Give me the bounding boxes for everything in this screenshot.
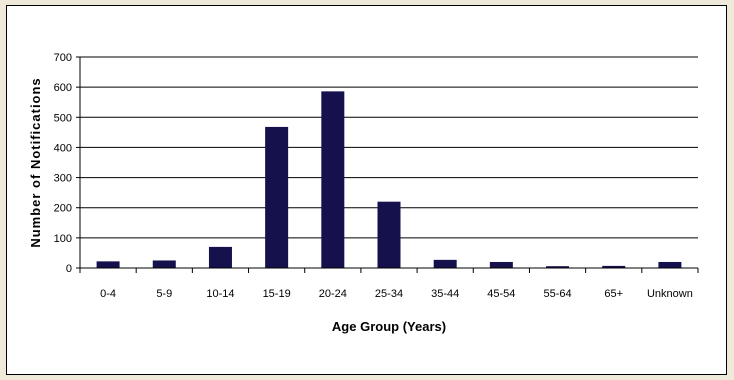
x-tick-label: 35-44 <box>431 288 459 300</box>
y-tick-label: 700 <box>54 52 72 64</box>
x-tick-label: 20-24 <box>319 288 347 300</box>
y-tick-label: 500 <box>54 112 72 124</box>
bar <box>208 246 232 268</box>
x-tick-label: 45-54 <box>487 288 515 300</box>
bar <box>602 265 626 268</box>
bar <box>658 261 682 268</box>
x-tick-label: 15-19 <box>263 288 291 300</box>
x-axis: 0-4 5-9 10-14 15-19 20-24 25-34 35-44 45-54 55-6… <box>79 267 699 300</box>
y-axis: 0 100 200 300 400 500 600 700 <box>54 52 81 275</box>
y-tick-label: 400 <box>54 142 72 154</box>
bar <box>152 260 176 268</box>
bar <box>96 261 120 268</box>
x-tick-label: 65+ <box>604 288 623 300</box>
y-tick-label: 200 <box>54 203 72 215</box>
bar <box>377 201 401 268</box>
y-tick-label: 100 <box>54 233 72 245</box>
x-tick-label: 0-4 <box>100 288 116 300</box>
x-tick-label: Unknown <box>647 288 693 300</box>
bar <box>265 126 289 268</box>
y-axis-title: Number of Notifications <box>28 77 43 247</box>
x-tick-label: 10-14 <box>206 288 234 300</box>
y-tick-label: 600 <box>54 82 72 94</box>
y-tick-label: 300 <box>54 173 72 185</box>
bar <box>546 266 570 268</box>
gridlines <box>80 56 698 239</box>
x-axis-title: Age Group (Years) <box>332 319 446 334</box>
x-tick-label: 5-9 <box>156 288 172 300</box>
bars <box>96 91 682 268</box>
chart-frame <box>6 5 727 375</box>
bar <box>321 91 345 268</box>
x-tick-label: 55-64 <box>543 288 571 300</box>
x-tick-label: 25-34 <box>375 288 403 300</box>
bar <box>433 259 457 268</box>
y-tick-label: 0 <box>66 263 72 275</box>
bar <box>489 261 513 268</box>
